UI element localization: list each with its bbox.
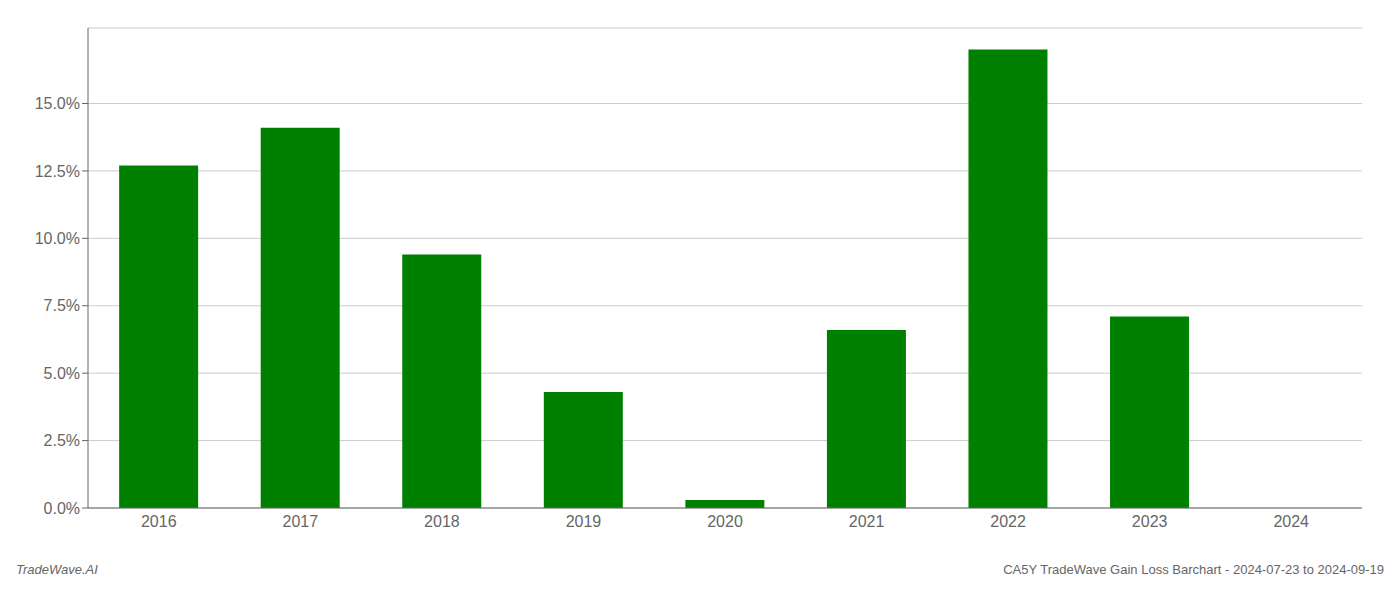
svg-text:2016: 2016: [141, 513, 177, 530]
svg-text:7.5%: 7.5%: [44, 297, 80, 314]
svg-text:2019: 2019: [566, 513, 602, 530]
html-text:CA5Y TradeWave Gain Loss Barch: CA5Y TradeWave Gain Loss Barchart - 2024…: [1003, 562, 1384, 577]
svg-text:2021: 2021: [849, 513, 885, 530]
svg-text:2024: 2024: [1273, 513, 1309, 530]
svg-text:12.5%: 12.5%: [35, 163, 80, 180]
svg-text:2017: 2017: [283, 513, 319, 530]
html-text:TradeWave.AI: TradeWave.AI: [16, 562, 98, 577]
svg-text:5.0%: 5.0%: [44, 365, 80, 382]
svg-text:2023: 2023: [1132, 513, 1168, 530]
svg-text:0.0%: 0.0%: [44, 500, 80, 517]
svg-text:2018: 2018: [424, 513, 460, 530]
svg-text:2020: 2020: [707, 513, 743, 530]
svg-text:10.0%: 10.0%: [35, 230, 80, 247]
svg-text:2.5%: 2.5%: [44, 432, 80, 449]
svg-text:2022: 2022: [990, 513, 1026, 530]
svg-text:15.0%: 15.0%: [35, 95, 80, 112]
